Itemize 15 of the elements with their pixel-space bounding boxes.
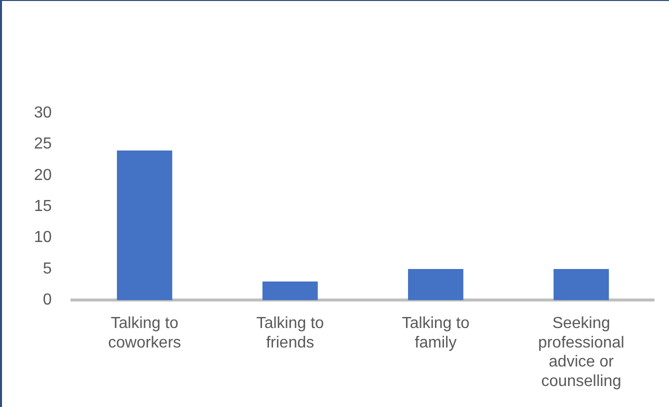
- y-tick-label: 15: [34, 198, 52, 216]
- x-tick-label: Seeking professional advice or counselling: [538, 315, 624, 390]
- y-tick-label: 10: [34, 229, 52, 246]
- x-tick-label: Talking to family: [402, 315, 470, 352]
- x-tick-label: Talking to friends: [256, 315, 324, 352]
- y-tick-label: 25: [34, 136, 52, 153]
- bar: [554, 269, 609, 300]
- bar: [408, 269, 464, 300]
- y-tick-label: 30: [34, 104, 52, 122]
- bar: [262, 281, 318, 300]
- y-tick-label: 20: [34, 166, 52, 184]
- bar: [116, 150, 172, 300]
- x-tick-label: Talking to coworkers: [108, 315, 182, 352]
- y-tick-label: 5: [42, 260, 52, 278]
- y-tick-label: 0: [42, 292, 52, 309]
